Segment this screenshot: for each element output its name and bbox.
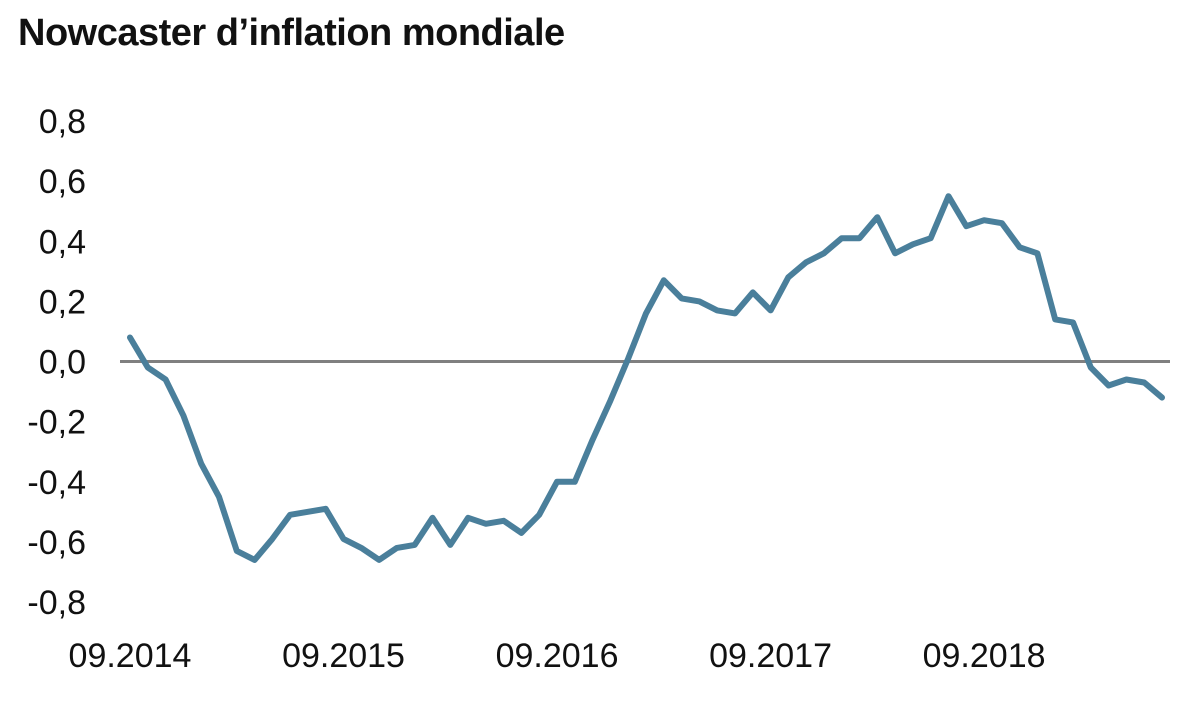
y-tick-label: 0,4 xyxy=(39,223,86,261)
chart-title: Nowcaster d’inflation mondiale xyxy=(18,12,565,54)
y-tick-label: 0,8 xyxy=(39,103,86,141)
x-axis-ticks: 09.2014 09.2015 09.2016 09.2017 09.2018 xyxy=(69,637,1046,675)
y-axis-ticks: 0,8 0,6 0,4 0,2 0,0 -0,2 -0,4 -0,6 -0,8 xyxy=(27,103,86,622)
x-tick-label: 09.2016 xyxy=(496,637,619,675)
y-tick-label: -0,2 xyxy=(27,404,86,442)
x-tick-label: 09.2014 xyxy=(69,637,192,675)
series-line xyxy=(127,193,1165,563)
y-tick-label: -0,4 xyxy=(27,464,86,502)
y-tick-label: -0,6 xyxy=(27,524,86,562)
y-tick-label: 0,6 xyxy=(39,163,86,201)
x-tick-label: 09.2018 xyxy=(923,637,1046,675)
x-tick-label: 09.2017 xyxy=(709,637,832,675)
y-tick-label: -0,8 xyxy=(27,584,86,622)
x-tick-label: 09.2015 xyxy=(282,637,405,675)
y-tick-label: 0,2 xyxy=(39,283,86,321)
y-tick-label: 0,0 xyxy=(39,344,86,382)
